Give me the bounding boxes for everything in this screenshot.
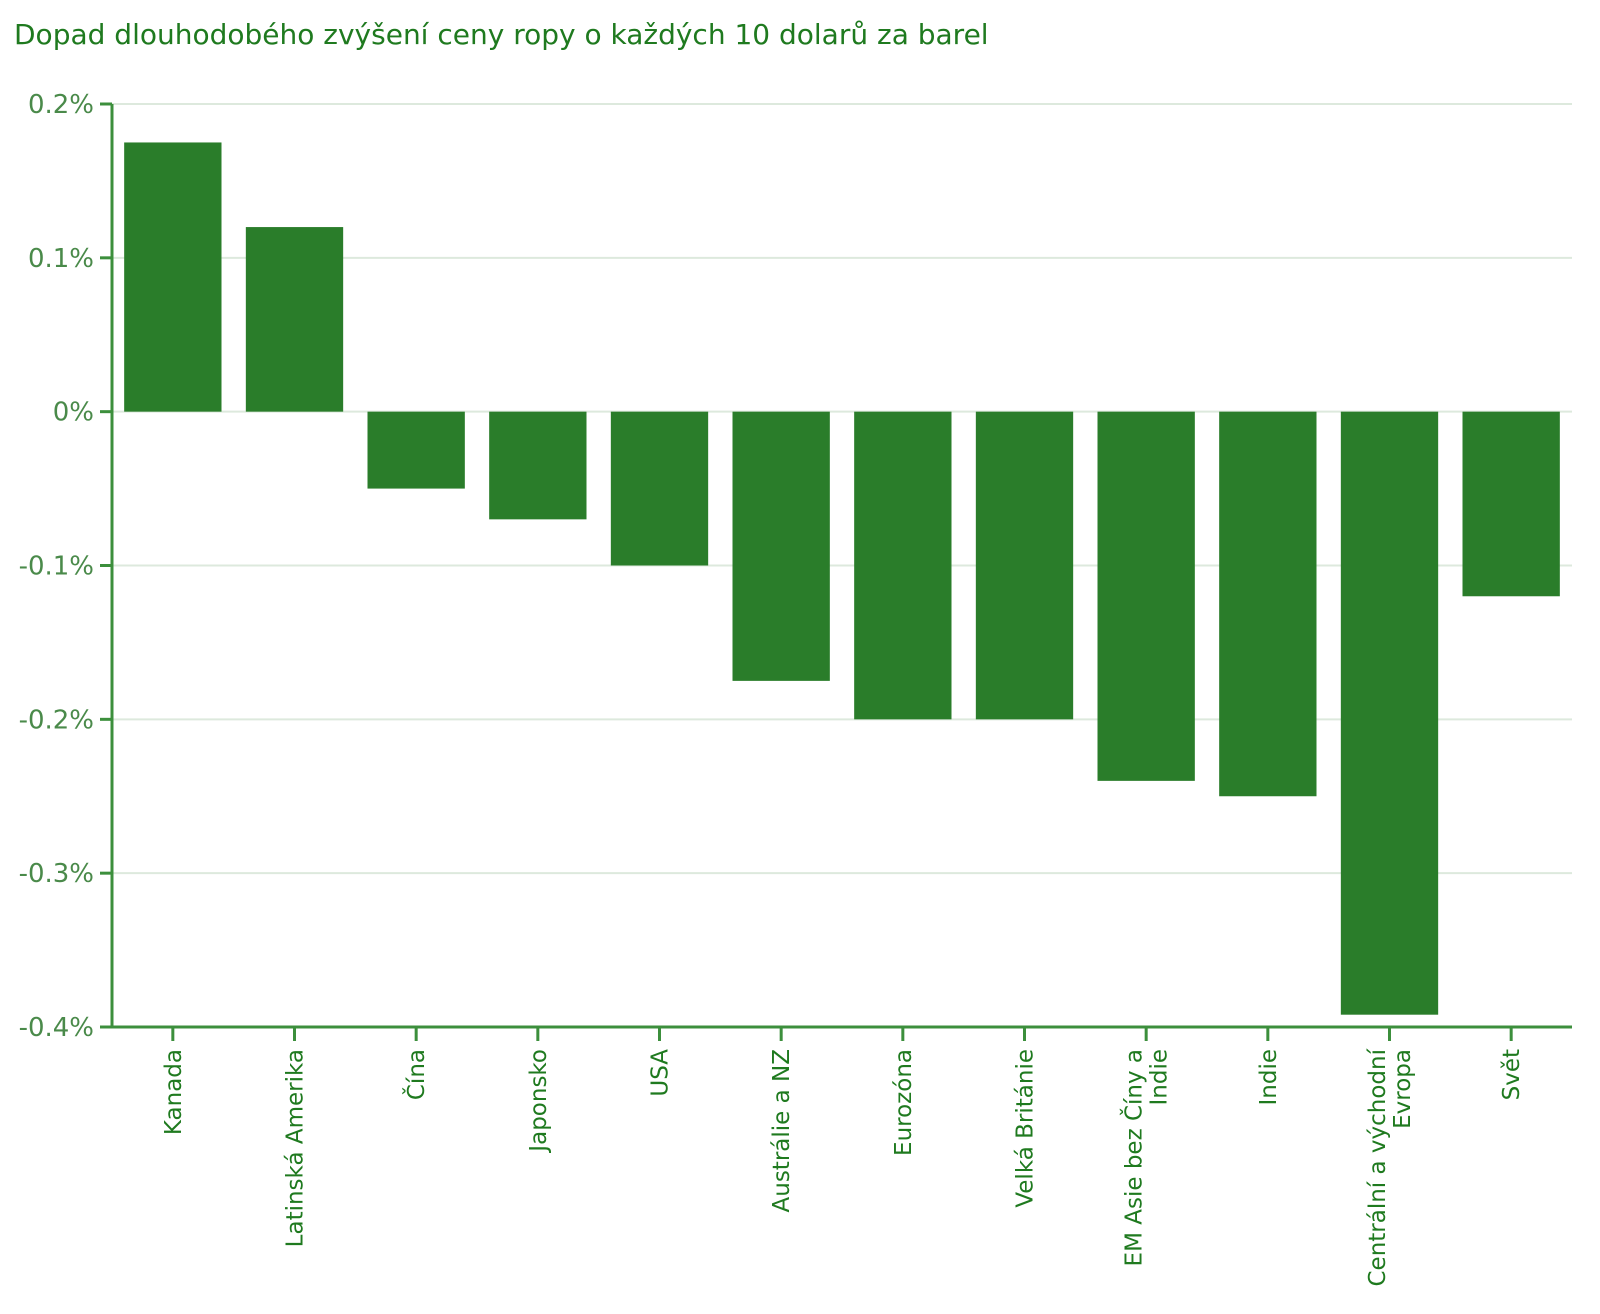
bar-3 xyxy=(367,411,465,489)
x-category-label-line: Kanada xyxy=(161,1049,187,1135)
y-tick-label: -0.3% xyxy=(19,859,94,889)
x-category-label-6: Austrálie a NZ xyxy=(769,1049,795,1212)
axes xyxy=(100,102,1572,1041)
x-category-label-8: Velká Británie xyxy=(1013,1049,1039,1208)
chart-title: Dopad dlouhodobého zvýšení ceny ropy o k… xyxy=(14,18,989,51)
bar-9 xyxy=(1097,411,1195,781)
x-category-label-line: Evropa xyxy=(1390,1049,1416,1129)
bars xyxy=(124,142,1560,1015)
bar-8 xyxy=(975,411,1074,720)
x-category-label-line: Austrálie a NZ xyxy=(769,1049,795,1212)
x-category-label-line: Velká Británie xyxy=(1013,1049,1039,1208)
y-tick-label: 0.1% xyxy=(28,244,94,274)
x-category-label-line: Svět xyxy=(1499,1049,1525,1100)
x-category-label-3: Čína xyxy=(402,1049,430,1100)
x-category-label-10: Indie xyxy=(1256,1049,1282,1106)
y-tick-label: 0% xyxy=(53,398,94,428)
x-category-label-line: Latinská Amerika xyxy=(283,1049,309,1247)
x-category-label-9: EM Asie bez Číny a Indie xyxy=(1120,1049,1173,1266)
x-category-label-12: Svět xyxy=(1499,1049,1525,1100)
bar-7 xyxy=(854,411,952,720)
bar-4 xyxy=(489,411,587,520)
x-category-label-4: Japonsko xyxy=(526,1049,552,1154)
x-category-label-line: Japonsko xyxy=(526,1049,552,1154)
bar-2 xyxy=(245,227,344,412)
x-category-labels: Kanada Latinská Amerika Čína Japonsko USA Aus… xyxy=(161,1048,1525,1286)
x-category-label-line: Čína xyxy=(402,1049,430,1100)
x-category-label-11: Centrální a východní Evropa xyxy=(1365,1048,1416,1286)
y-tick-label: -0.4% xyxy=(19,1013,94,1043)
y-tick-label: -0.2% xyxy=(19,705,94,735)
x-category-label-7: Eurozóna xyxy=(891,1049,917,1156)
gridlines xyxy=(112,103,1572,875)
x-category-label-line: Indie xyxy=(1147,1049,1173,1106)
y-tick-label: 0.2% xyxy=(28,90,94,120)
x-category-label-1: Kanada xyxy=(161,1049,187,1135)
x-category-label-2: Latinská Amerika xyxy=(283,1049,309,1247)
x-category-label-5: USA xyxy=(648,1049,674,1097)
bar-11 xyxy=(1340,411,1439,1015)
x-category-label-line: Centrální a východní xyxy=(1365,1048,1391,1286)
y-tick-label: -0.1% xyxy=(19,552,94,582)
y-tick-labels: 0.2% 0.1% 0% -0.1% -0.2% -0.3% -0.4% xyxy=(19,90,94,1043)
bar-12 xyxy=(1462,411,1560,597)
bar-6 xyxy=(732,411,830,681)
x-category-label-line: EM Asie bez Číny a xyxy=(1120,1049,1148,1266)
bar-10 xyxy=(1219,411,1317,797)
bar-5 xyxy=(610,411,709,566)
bar-1 xyxy=(124,142,222,412)
x-category-label-line: Indie xyxy=(1256,1049,1282,1106)
x-category-label-line: Eurozóna xyxy=(891,1049,917,1156)
x-category-label-line: USA xyxy=(648,1049,674,1097)
